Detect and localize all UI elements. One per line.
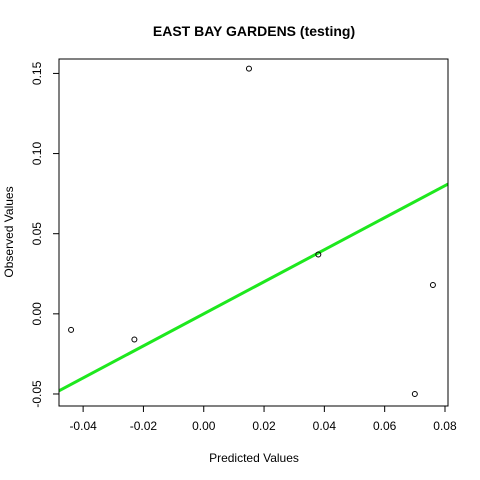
x-tick-label: -0.02 — [130, 419, 158, 433]
data-point-2 — [131, 336, 138, 343]
fit-line — [59, 182, 448, 393]
x-tick-label: -0.04 — [69, 419, 97, 433]
data-point-3 — [245, 65, 252, 72]
y-tick-label: 0.10 — [30, 142, 44, 166]
y-tick-label: 0.15 — [30, 61, 44, 85]
data-point-4 — [315, 251, 322, 258]
y-axis-label: Observed Values — [2, 186, 16, 277]
x-axis-label: Predicted Values — [209, 451, 299, 465]
y-axis: -0.05 0.00 0.05 0.10 0.15 — [30, 61, 59, 408]
data-point-6 — [429, 281, 436, 288]
x-tick-label: 0.00 — [192, 419, 216, 433]
y-tick-label: 0.00 — [30, 302, 44, 326]
data-point-1 — [68, 326, 75, 333]
x-tick-label: 0.04 — [313, 419, 337, 433]
data-point-5 — [411, 390, 418, 397]
x-tick-label: 0.08 — [433, 419, 457, 433]
x-tick-label: 0.02 — [252, 419, 276, 433]
y-tick-label: 0.05 — [30, 222, 44, 246]
x-tick-label: 0.06 — [373, 419, 397, 433]
points-layer — [68, 65, 436, 397]
chart-title: EAST BAY GARDENS (testing) — [153, 23, 355, 39]
y-tick-label: -0.05 — [30, 380, 44, 408]
plot-frame — [58, 58, 449, 407]
x-axis: -0.04 -0.02 0.00 0.02 0.04 0.06 0.08 — [69, 406, 457, 433]
plot-area — [59, 182, 448, 393]
